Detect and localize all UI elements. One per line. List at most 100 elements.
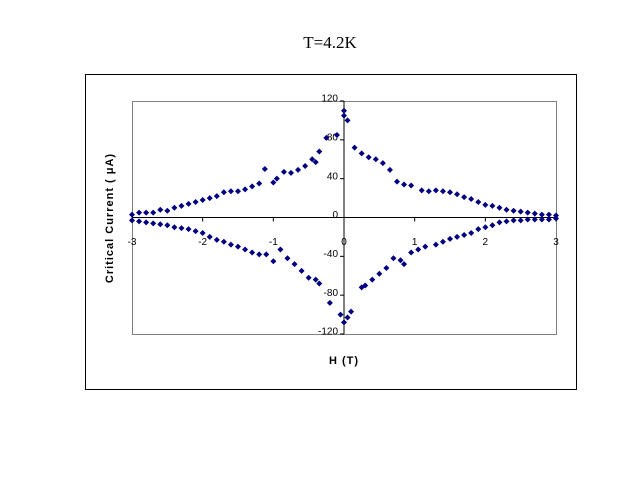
point — [545, 211, 552, 218]
point — [447, 189, 453, 196]
point — [432, 187, 439, 194]
y-tick-label: -120 — [318, 327, 338, 338]
point — [461, 231, 468, 238]
y-tick-label: 0 — [332, 210, 338, 221]
point — [143, 209, 150, 216]
point — [341, 112, 347, 119]
point — [171, 204, 178, 211]
point — [439, 188, 446, 195]
x-tick-label: 3 — [553, 237, 559, 248]
x-axis-label: H (T) — [329, 355, 359, 367]
point — [517, 217, 524, 224]
point — [291, 261, 298, 268]
point — [235, 243, 241, 250]
point — [199, 230, 206, 237]
point — [206, 233, 213, 240]
point — [213, 193, 220, 200]
point — [503, 206, 510, 213]
point — [510, 207, 517, 214]
y-tick-label: 120 — [321, 94, 338, 105]
point — [249, 249, 256, 256]
point — [284, 255, 291, 262]
point — [136, 218, 143, 225]
point — [454, 233, 461, 240]
point — [157, 221, 164, 228]
point — [372, 156, 379, 163]
point — [235, 188, 241, 195]
point — [242, 246, 249, 253]
point — [454, 191, 461, 198]
point — [277, 246, 284, 253]
point — [482, 201, 489, 208]
point — [178, 202, 185, 209]
point — [394, 178, 400, 185]
y-tick-label: -40 — [324, 249, 339, 260]
point — [461, 194, 468, 201]
point — [386, 166, 393, 173]
point — [227, 241, 234, 248]
point — [185, 226, 192, 233]
point — [178, 225, 185, 232]
point — [425, 188, 432, 195]
y-tick-label: -80 — [324, 288, 339, 299]
point — [344, 314, 351, 321]
point — [415, 246, 422, 253]
point — [143, 219, 150, 226]
x-tick-label: 2 — [483, 237, 489, 248]
point — [256, 251, 263, 258]
point — [263, 251, 270, 258]
point — [171, 224, 178, 231]
point — [439, 238, 446, 245]
point — [517, 208, 524, 215]
x-tick-label: 0 — [341, 237, 347, 248]
point — [538, 216, 545, 223]
point — [397, 257, 404, 264]
point — [295, 166, 302, 173]
x-tick-label: 1 — [412, 237, 418, 248]
point — [333, 131, 340, 138]
point — [545, 216, 552, 223]
point — [185, 200, 192, 207]
point — [390, 255, 397, 262]
y-tick-label: 40 — [327, 171, 339, 182]
point — [475, 226, 482, 233]
point — [475, 198, 482, 205]
x-tick-label: -3 — [128, 237, 137, 248]
point — [129, 217, 135, 224]
y-axis-label: Critical Current ( μA) — [104, 153, 116, 283]
point — [227, 188, 234, 195]
point — [192, 228, 199, 235]
point — [337, 311, 344, 318]
point — [316, 280, 323, 287]
point — [524, 216, 531, 223]
point — [302, 163, 309, 170]
point — [309, 156, 316, 163]
point — [136, 209, 143, 216]
point — [298, 267, 305, 274]
point — [256, 180, 263, 187]
point — [242, 186, 249, 193]
point — [280, 168, 287, 175]
point — [164, 222, 171, 229]
point — [468, 196, 475, 203]
point — [344, 117, 351, 124]
point — [482, 224, 489, 231]
point — [496, 204, 503, 211]
point — [538, 211, 545, 218]
point — [510, 217, 517, 224]
point — [379, 160, 386, 167]
point — [365, 154, 372, 161]
point — [199, 197, 206, 204]
point — [129, 211, 135, 218]
point — [418, 187, 425, 194]
point — [408, 249, 415, 256]
point — [401, 181, 408, 188]
point — [376, 270, 383, 277]
point — [489, 202, 496, 209]
point — [503, 218, 510, 225]
point — [408, 182, 415, 189]
x-tick-label: -1 — [269, 237, 278, 248]
point — [369, 276, 376, 283]
point — [270, 179, 277, 186]
